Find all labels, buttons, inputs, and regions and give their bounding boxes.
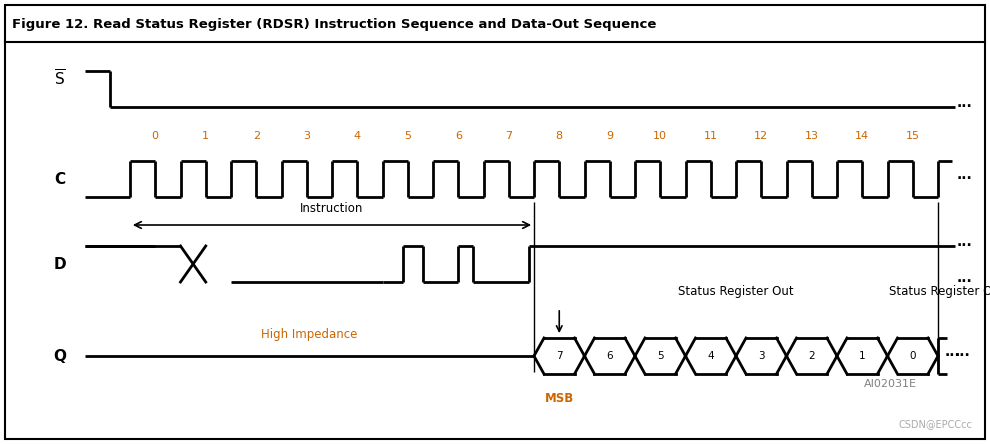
Text: ···: ··· bbox=[957, 172, 973, 186]
Text: High Impedance: High Impedance bbox=[261, 328, 357, 341]
Text: 7: 7 bbox=[505, 131, 512, 141]
Text: CSDN@EPCCcc: CSDN@EPCCcc bbox=[898, 419, 972, 429]
Text: 4: 4 bbox=[708, 351, 714, 361]
Text: MSB: MSB bbox=[544, 392, 574, 405]
Text: 15: 15 bbox=[906, 131, 920, 141]
Text: 10: 10 bbox=[653, 131, 667, 141]
Text: 3: 3 bbox=[303, 131, 310, 141]
Text: 1: 1 bbox=[859, 351, 865, 361]
Text: Status Register Out: Status Register Out bbox=[889, 285, 990, 298]
Text: ···: ··· bbox=[945, 349, 960, 363]
Text: Figure 12. Read Status Register (RDSR) Instruction Sequence and Data-Out Sequenc: Figure 12. Read Status Register (RDSR) I… bbox=[12, 18, 656, 31]
Text: 1: 1 bbox=[202, 131, 209, 141]
Text: AI02031E: AI02031E bbox=[863, 379, 917, 389]
Text: Instruction: Instruction bbox=[300, 202, 363, 215]
Text: 2: 2 bbox=[809, 351, 815, 361]
Text: 0: 0 bbox=[910, 351, 916, 361]
Text: 4: 4 bbox=[353, 131, 360, 141]
Text: 11: 11 bbox=[704, 131, 718, 141]
Text: 13: 13 bbox=[805, 131, 819, 141]
Text: ···: ··· bbox=[957, 100, 973, 114]
Text: ···: ··· bbox=[955, 349, 971, 363]
Text: D: D bbox=[53, 257, 66, 271]
Text: 3: 3 bbox=[758, 351, 764, 361]
Text: 0: 0 bbox=[151, 131, 158, 141]
Text: C: C bbox=[54, 171, 65, 186]
Text: 5: 5 bbox=[404, 131, 411, 141]
Text: 14: 14 bbox=[855, 131, 869, 141]
Text: 8: 8 bbox=[555, 131, 562, 141]
Text: $\overline{\mathrm{S}}$: $\overline{\mathrm{S}}$ bbox=[54, 69, 66, 89]
Text: ···: ··· bbox=[957, 275, 973, 289]
Text: 6: 6 bbox=[607, 351, 613, 361]
Text: 12: 12 bbox=[754, 131, 768, 141]
Text: Status Register Out: Status Register Out bbox=[678, 285, 794, 298]
Text: Q: Q bbox=[53, 349, 66, 364]
Text: 2: 2 bbox=[252, 131, 259, 141]
Text: 9: 9 bbox=[606, 131, 614, 141]
Text: 5: 5 bbox=[657, 351, 663, 361]
Text: 7: 7 bbox=[556, 351, 562, 361]
Text: 6: 6 bbox=[454, 131, 461, 141]
Text: ···: ··· bbox=[957, 239, 973, 253]
